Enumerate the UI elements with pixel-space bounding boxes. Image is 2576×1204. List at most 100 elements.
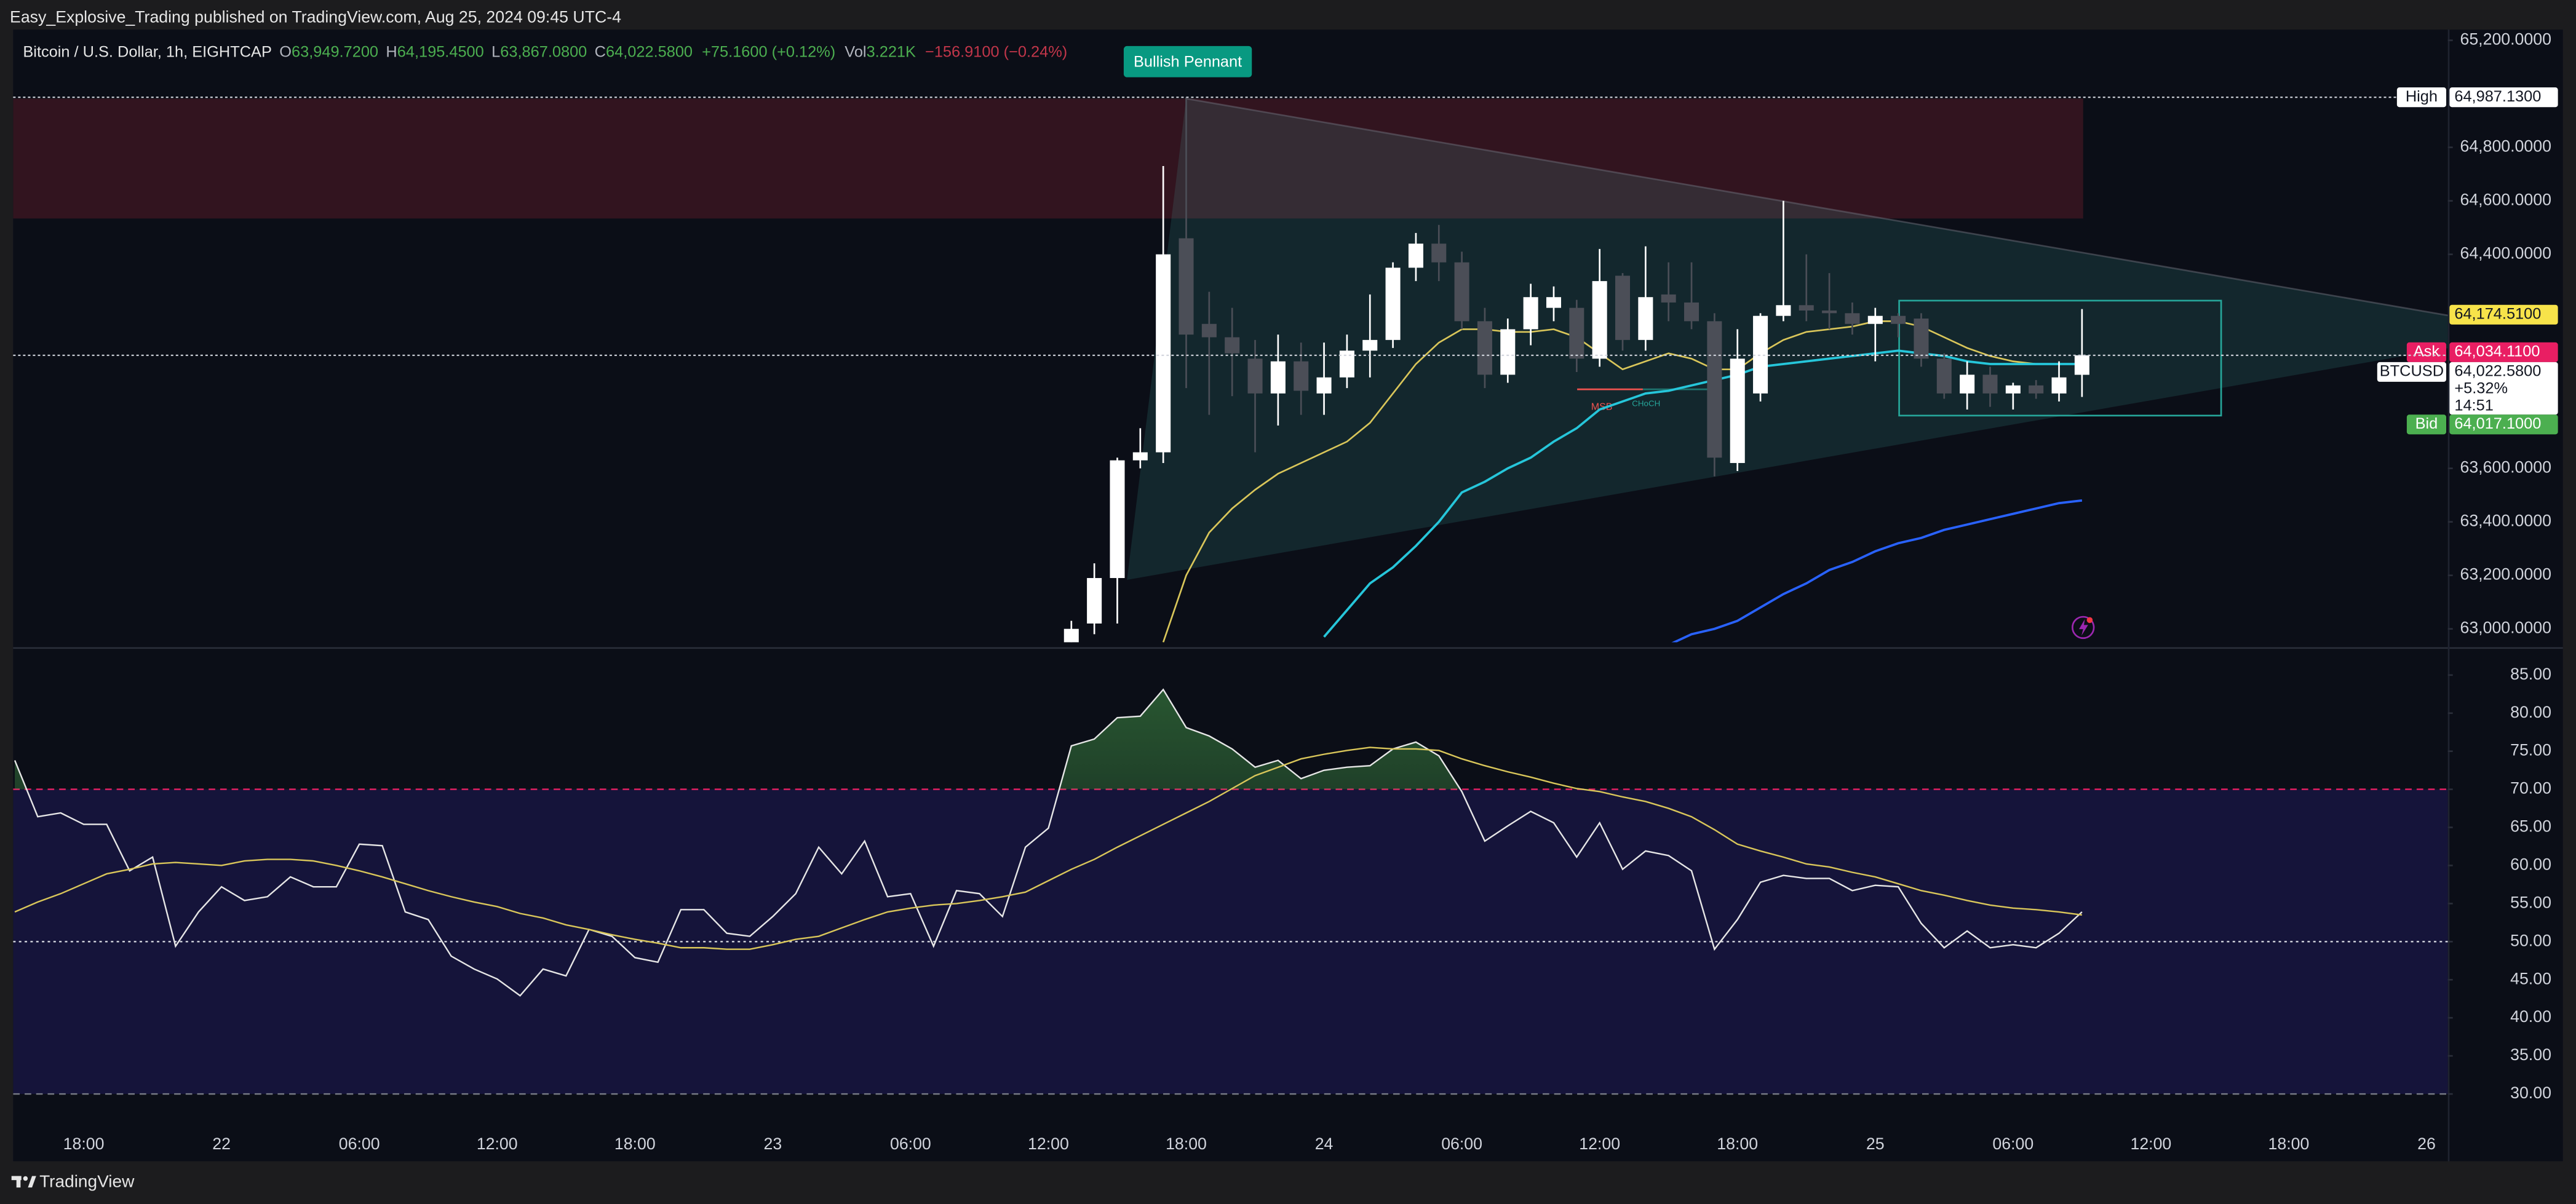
ohlc-key: O xyxy=(279,43,292,60)
candle-body xyxy=(1891,315,1906,324)
price-badge xyxy=(2449,87,2558,108)
x-tick-label: 22 xyxy=(212,1135,231,1153)
x-tick-label: 18:00 xyxy=(1717,1135,1758,1153)
candle-body xyxy=(1339,351,1354,378)
candle-body xyxy=(1454,262,1469,322)
candle-body xyxy=(1316,377,1332,394)
x-tick-label: 23 xyxy=(763,1135,782,1153)
candle-body xyxy=(1776,305,1791,316)
price-badge-name: Ask xyxy=(2414,343,2440,360)
candle-body xyxy=(2005,385,2021,394)
price-badge-name-box xyxy=(2406,414,2446,435)
supply-zone xyxy=(13,98,2083,219)
price-badge-value: 64,174.5100 xyxy=(2454,305,2541,322)
logo-part xyxy=(16,1176,21,1188)
price-badge-name-box xyxy=(2377,362,2446,382)
alert-icon xyxy=(2072,616,2095,640)
x-tick-label: 12:00 xyxy=(1028,1135,1069,1153)
candle-body xyxy=(1385,267,1401,340)
x-tick-label: 12:00 xyxy=(477,1135,518,1153)
rsi-line xyxy=(14,747,2083,950)
symbol: Bitcoin / U.S. Dollar, 1h, EIGHTCAP xyxy=(23,43,271,60)
moving-average xyxy=(1671,499,2083,643)
y-tick-label: 64,600.0000 xyxy=(2460,191,2551,209)
y-tick-label: 85.00 xyxy=(2510,665,2551,683)
candle-body xyxy=(1523,297,1538,330)
alert-dot xyxy=(2086,617,2093,624)
y-tick-label: 63,600.0000 xyxy=(2460,458,2551,477)
ohlc-value: 64,022.5800 xyxy=(606,43,693,60)
price-badge xyxy=(2449,342,2558,362)
countdown: 14:51 xyxy=(2454,397,2493,414)
price-series xyxy=(1063,97,2089,643)
ohlc-key: C xyxy=(595,43,606,60)
candle-body xyxy=(1638,297,1653,340)
legend: Bitcoin / U.S. Dollar, 1h, EIGHTCAP O63,… xyxy=(23,43,1067,60)
price-change: +5.32% xyxy=(2454,380,2508,397)
moving-average xyxy=(1323,349,2082,638)
price-badge xyxy=(2449,362,2558,415)
candle-body xyxy=(2074,355,2089,375)
candle-body xyxy=(1247,358,1263,394)
candle-body xyxy=(1225,337,1240,354)
price-badge-value: 64,034.1100 xyxy=(2454,343,2540,360)
ohlc-value: 63,949.7200 xyxy=(292,43,378,60)
x-tick-label: 12:00 xyxy=(2130,1135,2171,1153)
pattern-label: Bullish Pennant xyxy=(1134,53,1242,70)
candle-body xyxy=(1936,358,1952,394)
rsi-band xyxy=(13,789,2448,1095)
candle-body xyxy=(1270,361,1286,394)
y-tick-label: 65.00 xyxy=(2510,817,2551,836)
vol-change: −156.9100 (−0.24%) xyxy=(925,43,1067,60)
x-tick-label: 18:00 xyxy=(63,1135,105,1153)
candle-body xyxy=(1799,305,1814,311)
y-tick-label: 80.00 xyxy=(2510,703,2551,721)
choch-label: CHoCH xyxy=(1632,399,1660,408)
x-tick-label: 06:00 xyxy=(1441,1135,1482,1153)
x-tick-label: 06:00 xyxy=(890,1135,931,1153)
price-badge xyxy=(2449,414,2558,435)
y-tick-label: 63,400.0000 xyxy=(2460,512,2551,530)
candle-body xyxy=(1431,244,1447,263)
pattern-badge xyxy=(1123,46,1252,77)
x-tick-label: 06:00 xyxy=(339,1135,380,1153)
price-badge xyxy=(2449,304,2558,325)
candle-body xyxy=(1822,310,1837,314)
candle-body xyxy=(1179,238,1194,335)
candle-body xyxy=(1110,460,1125,579)
rsi-series xyxy=(13,688,2448,1095)
vol-key: Vol xyxy=(845,43,866,60)
price-badge-name-box xyxy=(2406,342,2446,362)
volume: 3.221K xyxy=(867,43,916,60)
y-tick-label: 63,200.0000 xyxy=(2460,565,2551,584)
y-tick-label: 64,800.0000 xyxy=(2460,137,2551,156)
x-tick-label: 18:00 xyxy=(1166,1135,1207,1153)
publisher: Easy_Explosive_Trading published on Trad… xyxy=(10,8,621,26)
candle-body xyxy=(1294,361,1309,391)
candle-body xyxy=(1132,452,1148,461)
candle-body xyxy=(1477,321,1492,375)
candle-body xyxy=(1867,315,1883,324)
candle-body xyxy=(1500,329,1516,375)
candle-body xyxy=(1546,297,1562,308)
candle-body xyxy=(1592,281,1607,359)
y-tick-label: 55.00 xyxy=(2510,893,2551,911)
brand-logo xyxy=(11,1176,36,1188)
x-tick-label: 18:00 xyxy=(2268,1135,2310,1153)
price-badge-name: BTCUSD xyxy=(2380,363,2444,380)
candle-body xyxy=(1362,339,1378,351)
x-tick-label: 06:00 xyxy=(1992,1135,2033,1153)
candle-body xyxy=(1615,275,1631,340)
y-tick-label: 45.00 xyxy=(2510,969,2551,988)
rsi-line xyxy=(14,688,2083,997)
x-tick-label: 26 xyxy=(2417,1135,2436,1153)
y-tick-label: 70.00 xyxy=(2510,779,2551,798)
candle-body xyxy=(2051,377,2067,394)
ohlc-value: 64,195.4500 xyxy=(397,43,484,60)
x-tick-label: 24 xyxy=(1315,1135,1334,1153)
y-tick-label: 30.00 xyxy=(2510,1083,2551,1102)
candle-body xyxy=(2029,385,2044,394)
x-tick-label: 18:00 xyxy=(614,1135,656,1153)
